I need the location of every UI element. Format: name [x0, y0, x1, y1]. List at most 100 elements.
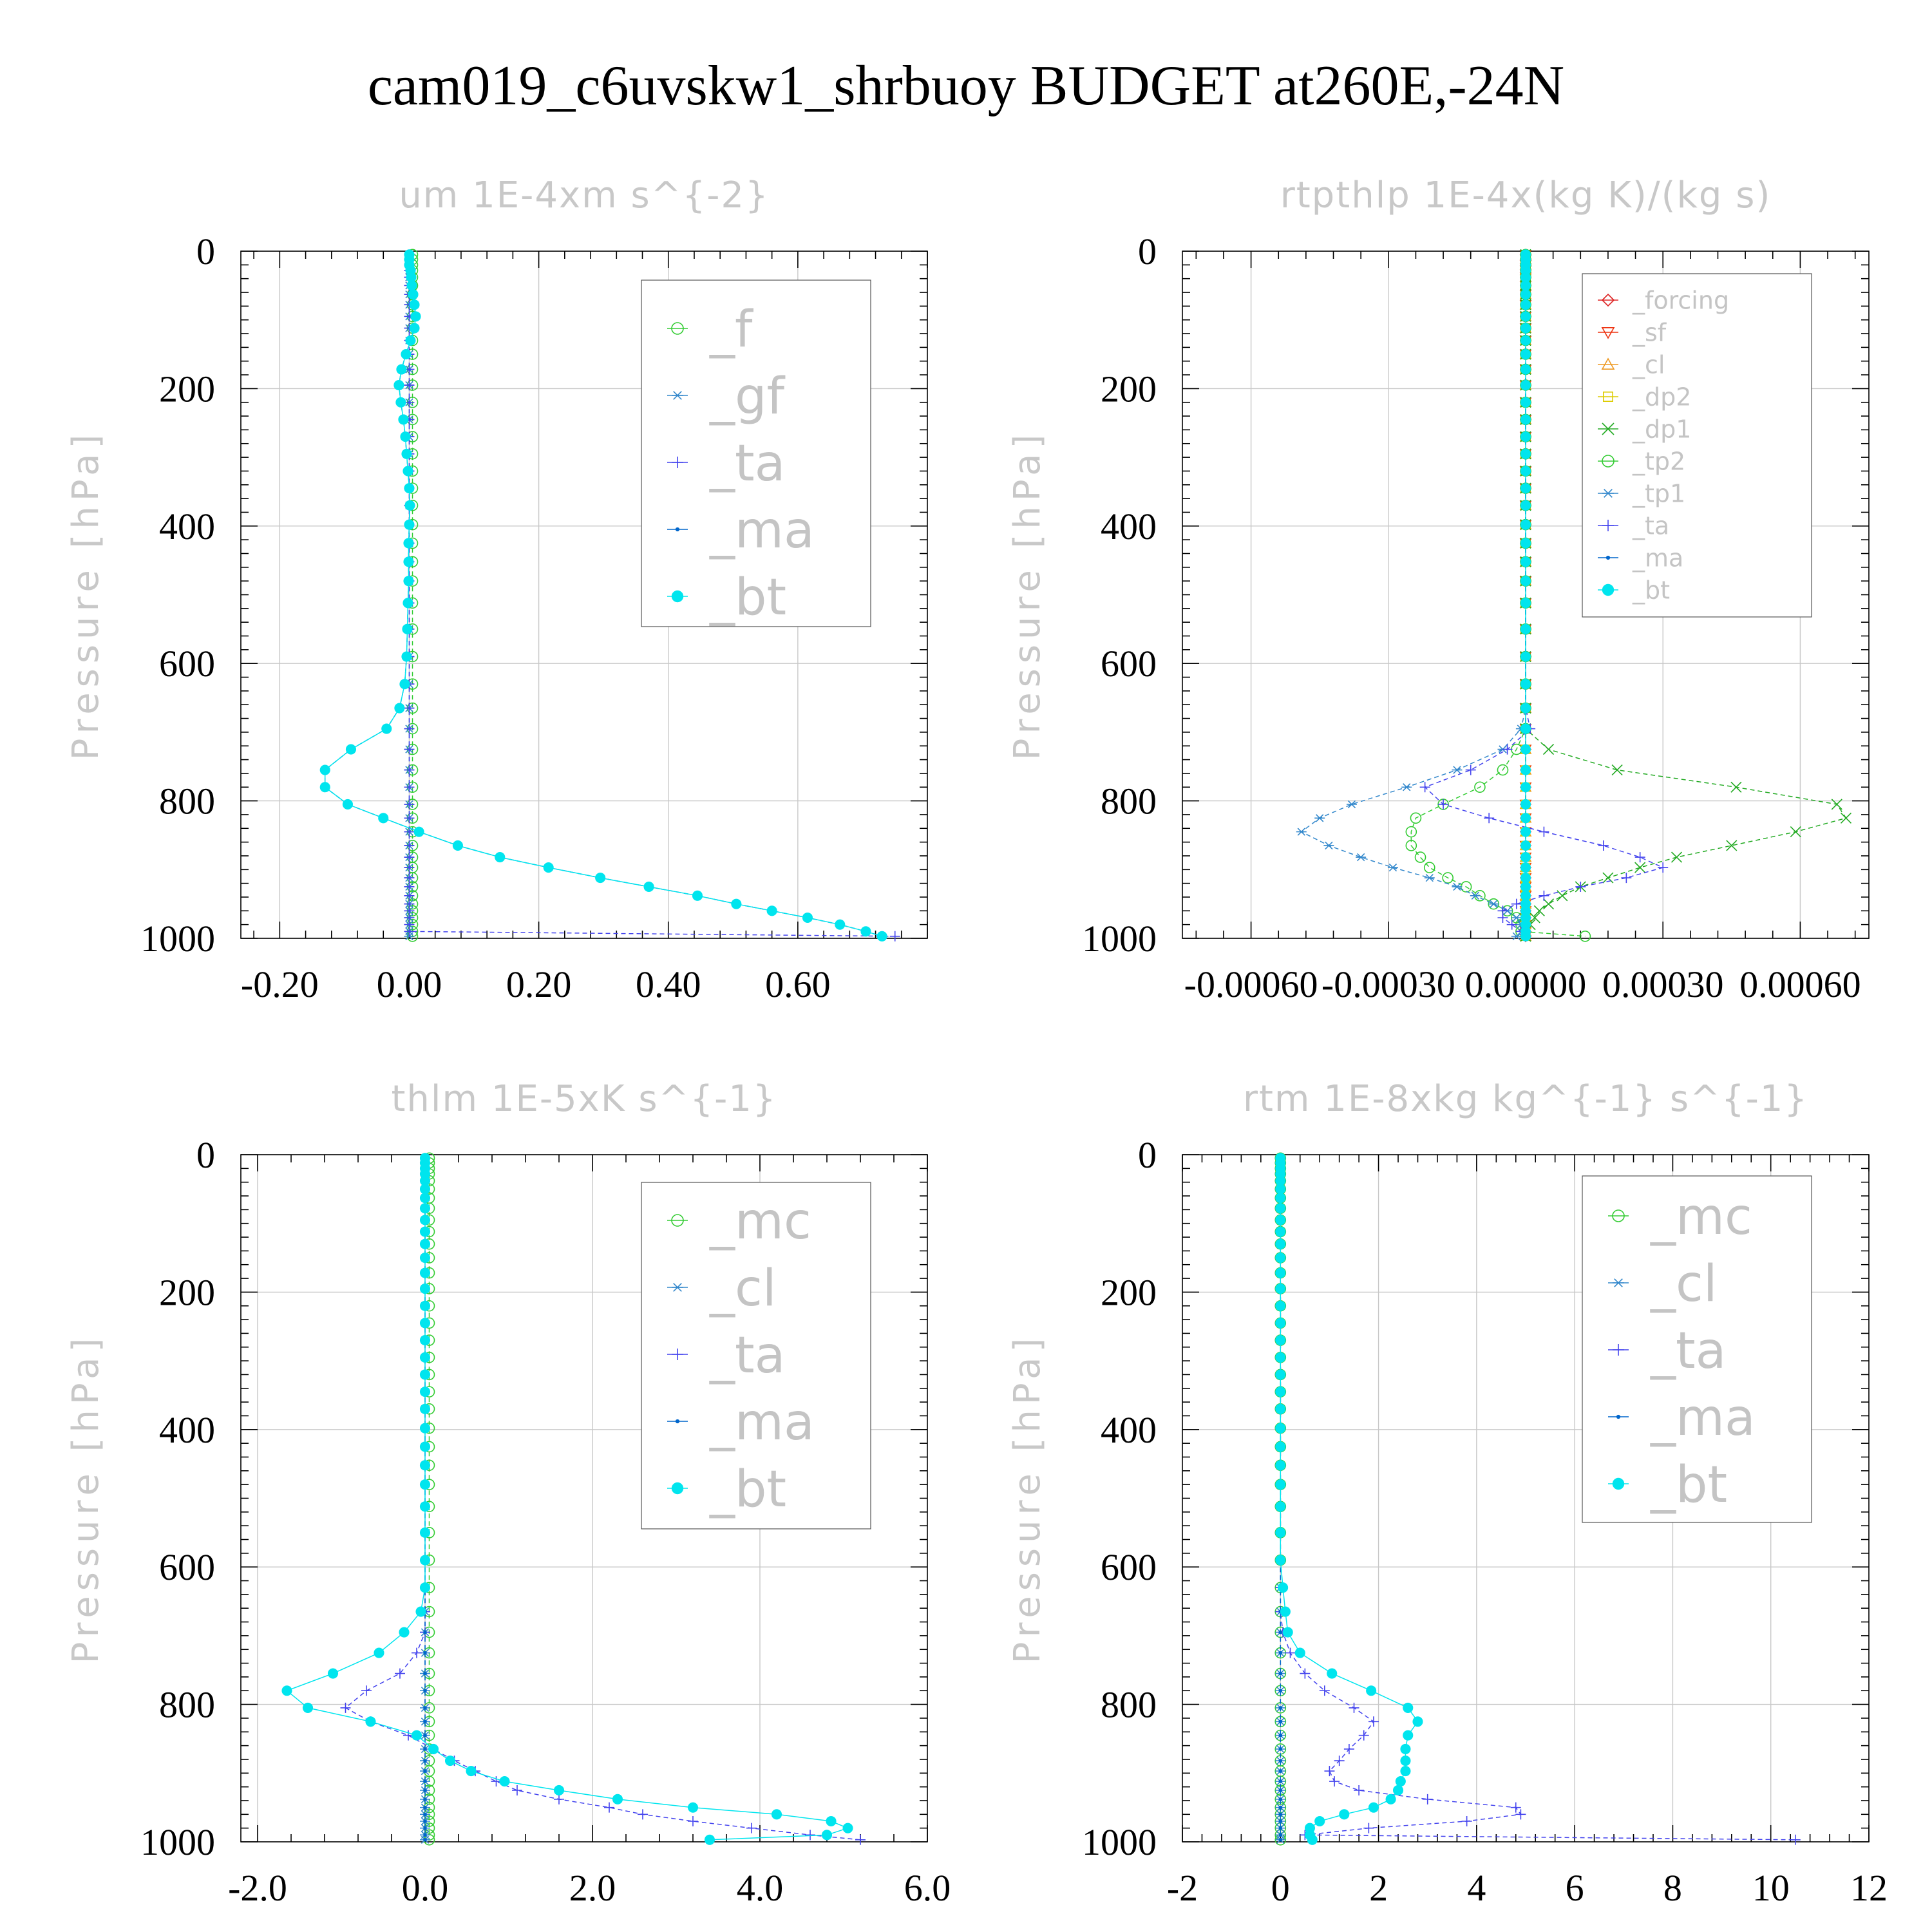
- data-point: [1403, 1702, 1414, 1713]
- data-point: [1520, 873, 1531, 884]
- data-point: [1511, 932, 1522, 940]
- data-point: [409, 323, 420, 334]
- data-point: [495, 852, 506, 863]
- x-tick-label: 2: [1369, 1867, 1388, 1909]
- data-point: [1726, 840, 1738, 851]
- data-point: [1474, 781, 1486, 793]
- data-point: [805, 1830, 815, 1841]
- data-point: [419, 1175, 431, 1186]
- data-point: [1634, 852, 1645, 863]
- data-point: [1520, 289, 1531, 300]
- data-point: [1400, 1743, 1411, 1755]
- data-point: [1790, 826, 1801, 838]
- data-point: [1278, 1779, 1283, 1783]
- data-point: [1278, 1706, 1283, 1710]
- data-point: [393, 380, 404, 391]
- data-point: [802, 912, 813, 923]
- data-point: [1520, 380, 1531, 391]
- y-tick-label: 200: [1101, 1271, 1157, 1313]
- x-tick-label: 6: [1566, 1867, 1584, 1909]
- y-tick-label: 400: [159, 1409, 215, 1451]
- x-tick-label: 0.00060: [1739, 963, 1861, 1005]
- y-tick-label: 800: [159, 1684, 215, 1726]
- data-point: [405, 335, 416, 346]
- data-point: [404, 873, 415, 884]
- y-axis-label: Pressure [hPa]: [1007, 430, 1048, 761]
- data-point: [1424, 873, 1435, 882]
- legend-label: _ma: [709, 502, 815, 560]
- data-point: [1422, 1794, 1433, 1804]
- data-point: [1392, 1785, 1404, 1796]
- data-point: [1387, 863, 1398, 872]
- x-tick-label: 0: [1271, 1867, 1290, 1909]
- data-point: [342, 799, 353, 810]
- data-point: [403, 538, 414, 549]
- data-point: [1790, 1834, 1801, 1845]
- data-point: [1461, 1815, 1472, 1826]
- data-point: [401, 349, 412, 360]
- data-point: [423, 1812, 427, 1817]
- data-point: [423, 1671, 427, 1676]
- x-tick-label: -0.00030: [1321, 963, 1455, 1005]
- legend-label: _tp1: [1632, 480, 1685, 508]
- data-point: [638, 1809, 648, 1820]
- data-point: [1368, 1716, 1379, 1727]
- data-point: [1275, 1318, 1286, 1329]
- legend-marker: [672, 1349, 683, 1360]
- data-point: [1366, 1685, 1377, 1696]
- data-point: [400, 431, 411, 442]
- x-tick-label: -0.00060: [1184, 963, 1318, 1005]
- legend: _mc _cl _ta _ma _bt: [1582, 1175, 1812, 1523]
- data-point: [1275, 1267, 1286, 1278]
- data-point: [1438, 799, 1449, 810]
- data-point: [1520, 651, 1531, 662]
- data-point: [419, 1253, 431, 1264]
- data-point: [1520, 576, 1531, 587]
- data-point: [1275, 1184, 1286, 1195]
- data-point: [399, 679, 410, 690]
- data-point: [406, 272, 417, 283]
- data-point: [423, 1819, 427, 1823]
- y-axis-label: Pressure [hPa]: [1007, 1333, 1048, 1664]
- data-point: [1520, 500, 1531, 511]
- data-point: [1520, 931, 1531, 942]
- data-point: [1520, 299, 1531, 310]
- legend-label: _mc: [709, 1193, 811, 1251]
- y-tick-label: 1000: [140, 918, 215, 960]
- data-point: [444, 1756, 456, 1766]
- data-point: [394, 703, 405, 714]
- data-point: [1575, 881, 1586, 892]
- data-point: [345, 744, 357, 755]
- data-point: [401, 448, 412, 459]
- legend-marker: [1603, 391, 1614, 402]
- legend-label: _ta: [1650, 1322, 1726, 1380]
- data-point: [826, 1815, 837, 1827]
- data-point: [1840, 812, 1852, 824]
- data-point: [1278, 1788, 1283, 1792]
- legend-marker: [675, 1419, 680, 1424]
- plot-frame: [1182, 1154, 1870, 1842]
- data-point: [860, 926, 871, 937]
- data-point: [1634, 862, 1646, 873]
- data-point: [1300, 1668, 1311, 1679]
- legend-marker: [1612, 1477, 1625, 1490]
- data-point: [1339, 1809, 1350, 1820]
- legend-marker: [1601, 357, 1615, 370]
- y-tick-label: 800: [1101, 1684, 1157, 1726]
- data-point: [1515, 1809, 1526, 1820]
- data-point: [1403, 1730, 1414, 1741]
- data-point: [419, 1215, 431, 1226]
- x-tick-label: -2.0: [228, 1867, 287, 1909]
- data-point: [1354, 1785, 1365, 1795]
- data-point: [1280, 1606, 1291, 1617]
- data-point: [1520, 764, 1531, 775]
- data-point: [399, 1627, 410, 1638]
- panel-4: rtm 1E-8xkg kg^{-1} s^{-1} Pressure [hPa]…: [1007, 1078, 1888, 1909]
- data-point: [419, 1318, 431, 1329]
- data-point: [1278, 1651, 1283, 1655]
- data-point: [419, 1335, 431, 1346]
- legend: _f _gf _ta _ma _bt: [641, 279, 871, 627]
- data-point: [1275, 1226, 1286, 1237]
- x-tick-label: -2: [1167, 1867, 1198, 1909]
- data-point: [1520, 703, 1531, 714]
